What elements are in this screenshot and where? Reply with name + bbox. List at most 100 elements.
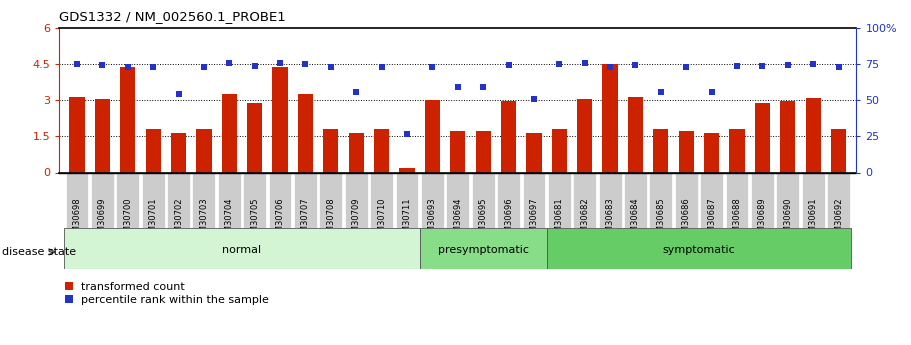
Point <box>146 65 160 70</box>
Text: GSM30684: GSM30684 <box>631 197 640 243</box>
FancyBboxPatch shape <box>370 172 393 228</box>
FancyBboxPatch shape <box>547 228 851 269</box>
Text: GSM30687: GSM30687 <box>707 197 716 243</box>
Text: GSM30686: GSM30686 <box>681 197 691 243</box>
Text: GSM30709: GSM30709 <box>352 197 361 243</box>
Point <box>603 64 618 69</box>
FancyBboxPatch shape <box>827 172 850 228</box>
Point <box>197 64 211 69</box>
Text: GSM30705: GSM30705 <box>251 197 260 243</box>
FancyBboxPatch shape <box>523 172 546 228</box>
Point <box>781 62 795 68</box>
Point <box>425 64 440 69</box>
Point <box>272 60 287 66</box>
Bar <box>628 97 643 172</box>
Point <box>298 61 312 67</box>
Text: GSM30707: GSM30707 <box>301 197 310 243</box>
Text: GSM30710: GSM30710 <box>377 197 386 243</box>
FancyBboxPatch shape <box>167 172 190 228</box>
Point <box>323 64 338 69</box>
FancyBboxPatch shape <box>497 172 520 228</box>
Bar <box>704 132 720 172</box>
Bar <box>831 129 846 172</box>
FancyBboxPatch shape <box>91 172 114 228</box>
FancyBboxPatch shape <box>269 172 292 228</box>
Text: GDS1332 / NM_002560.1_PROBE1: GDS1332 / NM_002560.1_PROBE1 <box>59 10 286 23</box>
Point <box>527 96 541 102</box>
Bar <box>374 129 389 172</box>
Point <box>476 84 490 90</box>
Bar <box>298 94 313 172</box>
Text: GSM30697: GSM30697 <box>529 197 538 243</box>
Bar <box>577 99 592 172</box>
Bar <box>171 134 186 172</box>
Point <box>222 60 237 66</box>
Text: GSM30708: GSM30708 <box>326 197 335 243</box>
FancyBboxPatch shape <box>320 172 343 228</box>
Text: GSM30683: GSM30683 <box>606 197 615 243</box>
FancyBboxPatch shape <box>624 172 647 228</box>
FancyBboxPatch shape <box>650 172 672 228</box>
Text: GSM30700: GSM30700 <box>123 197 132 243</box>
Text: GSM30688: GSM30688 <box>732 197 742 243</box>
Point <box>450 84 465 90</box>
FancyBboxPatch shape <box>66 172 88 228</box>
Text: presymptomatic: presymptomatic <box>437 246 528 255</box>
Text: normal: normal <box>222 246 261 255</box>
Text: GSM30698: GSM30698 <box>73 197 81 243</box>
Point <box>400 131 415 137</box>
Point <box>552 61 567 67</box>
Legend: transformed count, percentile rank within the sample: transformed count, percentile rank withi… <box>65 282 270 305</box>
Text: GSM30689: GSM30689 <box>758 197 767 243</box>
Point <box>629 62 643 68</box>
Point <box>95 62 109 68</box>
FancyBboxPatch shape <box>65 228 420 269</box>
FancyBboxPatch shape <box>117 172 139 228</box>
FancyBboxPatch shape <box>421 172 444 228</box>
Bar <box>425 100 440 172</box>
Bar <box>349 132 363 172</box>
Bar <box>120 67 136 172</box>
FancyBboxPatch shape <box>548 172 571 228</box>
FancyBboxPatch shape <box>802 172 824 228</box>
Text: GSM30693: GSM30693 <box>428 197 437 243</box>
Text: GSM30706: GSM30706 <box>275 197 284 243</box>
FancyBboxPatch shape <box>243 172 266 228</box>
Text: GSM30691: GSM30691 <box>809 197 818 243</box>
Text: GSM30704: GSM30704 <box>225 197 234 243</box>
Bar <box>552 129 567 172</box>
Text: GSM30685: GSM30685 <box>656 197 665 243</box>
FancyBboxPatch shape <box>218 172 241 228</box>
Point <box>349 90 363 95</box>
Bar <box>323 129 339 172</box>
Point <box>704 90 719 95</box>
Bar <box>805 98 821 172</box>
FancyBboxPatch shape <box>725 172 749 228</box>
Text: GSM30699: GSM30699 <box>97 197 107 243</box>
Bar <box>272 68 288 172</box>
Point <box>806 61 821 67</box>
Text: GSM30702: GSM30702 <box>174 197 183 243</box>
Point <box>501 62 516 68</box>
Text: GSM30694: GSM30694 <box>454 197 462 243</box>
FancyBboxPatch shape <box>751 172 773 228</box>
Bar <box>196 129 211 172</box>
Bar <box>780 101 795 172</box>
FancyBboxPatch shape <box>675 172 698 228</box>
Bar <box>450 131 466 172</box>
FancyBboxPatch shape <box>701 172 723 228</box>
Point <box>831 64 845 69</box>
Point <box>120 64 135 69</box>
Bar <box>247 103 262 172</box>
Bar <box>730 129 744 172</box>
Text: GSM30695: GSM30695 <box>478 197 487 243</box>
Text: GSM30711: GSM30711 <box>403 197 412 243</box>
FancyBboxPatch shape <box>573 172 596 228</box>
FancyBboxPatch shape <box>395 172 418 228</box>
Text: GSM30690: GSM30690 <box>783 197 793 243</box>
Bar <box>399 168 415 172</box>
FancyBboxPatch shape <box>446 172 469 228</box>
Text: GSM30682: GSM30682 <box>580 197 589 243</box>
Bar <box>755 103 770 172</box>
FancyBboxPatch shape <box>776 172 799 228</box>
